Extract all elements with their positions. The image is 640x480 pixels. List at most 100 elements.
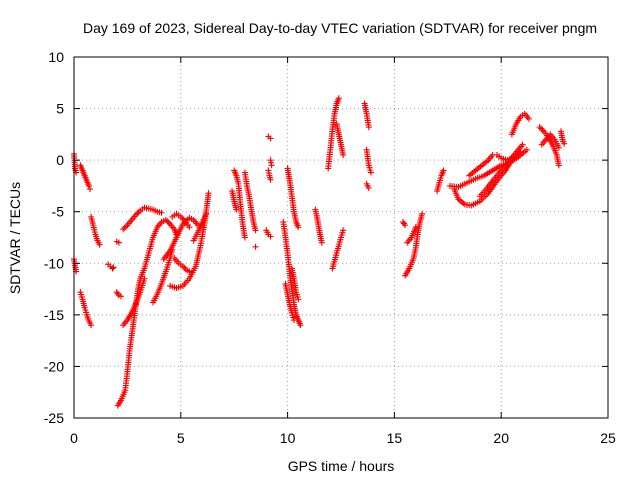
grid xyxy=(74,57,608,418)
data-point xyxy=(164,218,171,225)
data-points xyxy=(71,95,568,409)
data-track xyxy=(402,210,426,279)
data-track xyxy=(169,210,193,231)
data-point xyxy=(132,211,139,218)
data-track xyxy=(538,131,562,151)
data-track xyxy=(288,265,302,303)
data-track xyxy=(229,188,240,213)
data-point xyxy=(555,144,562,151)
data-point xyxy=(523,146,530,153)
data-point xyxy=(186,224,193,231)
data-track xyxy=(120,275,148,329)
data-point xyxy=(365,184,372,191)
data-track xyxy=(120,204,165,233)
chart-title: Day 169 of 2023, Sidereal Day-to-day VTE… xyxy=(83,20,597,36)
data-point xyxy=(538,125,545,132)
data-track xyxy=(284,165,302,231)
data-point xyxy=(122,223,129,230)
data-point xyxy=(536,124,543,131)
data-point xyxy=(177,213,184,220)
data-point xyxy=(519,141,526,148)
data-track xyxy=(252,243,259,250)
data-point xyxy=(267,176,274,183)
data-point xyxy=(85,182,92,189)
data-track xyxy=(150,246,176,306)
data-point xyxy=(88,322,95,329)
data-point xyxy=(525,115,532,122)
data-point xyxy=(233,206,240,213)
data-point xyxy=(194,222,201,229)
x-tick-label: 20 xyxy=(493,430,509,446)
data-track xyxy=(329,227,347,272)
data-point xyxy=(87,186,94,193)
data-point xyxy=(158,209,165,216)
data-point xyxy=(182,266,189,273)
data-track xyxy=(466,151,496,179)
data-track xyxy=(404,224,419,246)
data-point xyxy=(181,264,188,271)
y-axis-label: SDTVAR / TECUs xyxy=(7,182,23,294)
data-point xyxy=(267,135,274,142)
data-point xyxy=(252,227,259,234)
data-track xyxy=(399,219,409,229)
data-track xyxy=(434,167,447,195)
data-point xyxy=(110,264,117,271)
data-track xyxy=(282,280,298,324)
data-track xyxy=(265,167,274,183)
data-point xyxy=(96,241,103,248)
data-track xyxy=(190,210,210,244)
data-track xyxy=(325,95,342,172)
data-point xyxy=(120,226,127,233)
data-point xyxy=(267,233,274,240)
y-tick-label: -20 xyxy=(44,358,64,374)
data-track xyxy=(113,289,124,300)
x-tick-label: 0 xyxy=(70,430,78,446)
data-point xyxy=(295,224,302,231)
data-track xyxy=(508,110,532,138)
y-tick-label: 5 xyxy=(56,101,64,117)
data-point xyxy=(367,169,374,176)
data-point xyxy=(241,234,248,241)
data-point xyxy=(109,265,116,272)
data-point xyxy=(555,162,562,169)
data-track xyxy=(363,146,374,176)
data-track xyxy=(114,216,180,409)
data-point xyxy=(180,216,187,223)
data-track xyxy=(263,227,274,240)
data-track xyxy=(77,289,95,329)
y-tick-label: 10 xyxy=(48,49,64,65)
data-point xyxy=(335,95,342,102)
data-track xyxy=(241,169,259,234)
data-point xyxy=(141,275,148,282)
data-point xyxy=(412,224,419,231)
x-axis-label: GPS time / hours xyxy=(288,458,395,474)
data-point xyxy=(205,190,212,197)
data-point xyxy=(134,210,141,217)
data-point xyxy=(401,220,408,227)
data-point xyxy=(539,126,546,133)
data-point xyxy=(203,210,210,217)
data-track xyxy=(558,128,568,147)
data-track xyxy=(493,148,524,164)
data-point xyxy=(402,222,409,229)
data-track xyxy=(536,124,562,169)
data-point xyxy=(179,263,186,270)
data-track xyxy=(363,180,372,191)
data-point xyxy=(340,151,347,158)
data-point xyxy=(162,216,169,223)
data-track xyxy=(160,214,201,263)
data-point xyxy=(419,210,426,217)
data-track xyxy=(333,121,347,158)
data-point xyxy=(295,296,302,303)
data-track xyxy=(88,213,103,248)
data-point xyxy=(517,148,524,155)
data-point xyxy=(440,167,447,174)
data-point xyxy=(291,317,298,324)
data-point xyxy=(165,219,172,226)
y-tick-label: 0 xyxy=(56,152,64,168)
data-track xyxy=(361,100,372,131)
data-point xyxy=(252,243,259,250)
x-tick-label: 15 xyxy=(387,430,403,446)
data-point xyxy=(268,162,275,169)
